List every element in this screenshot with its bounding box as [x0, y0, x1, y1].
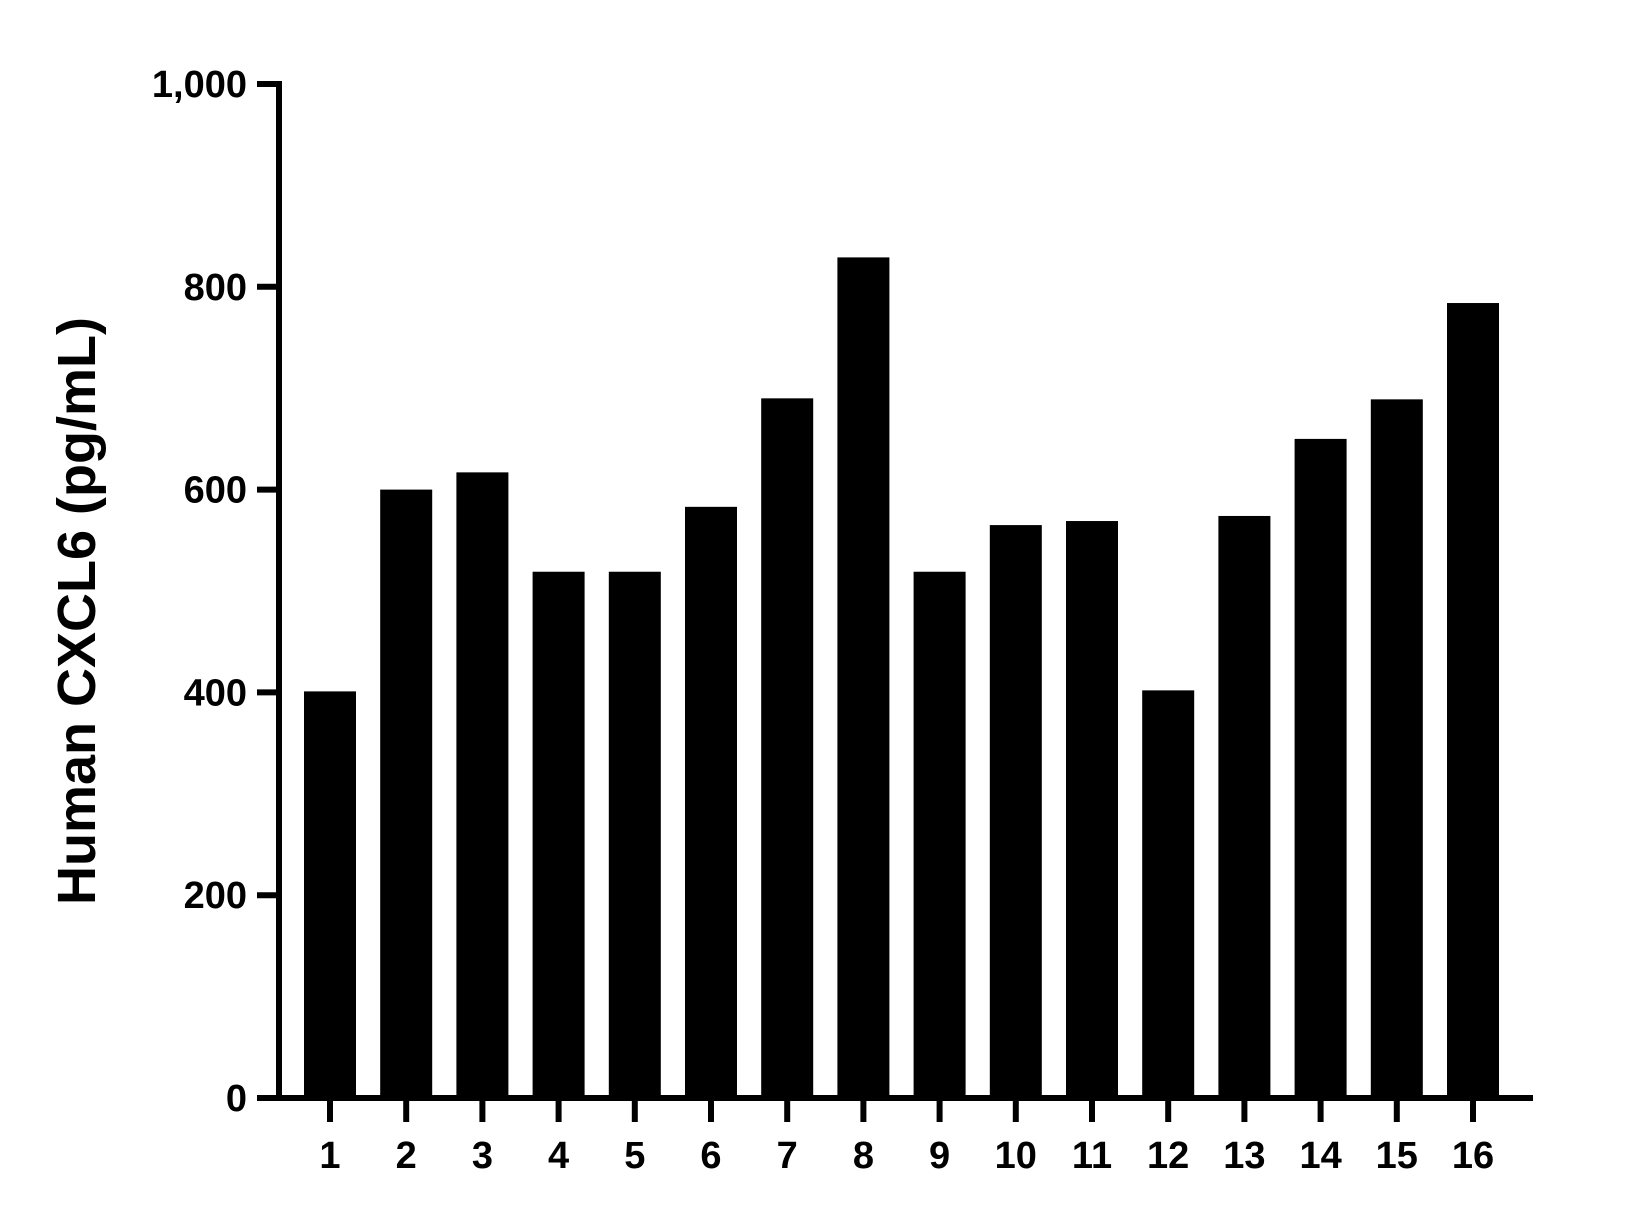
- bar-4: [532, 571, 585, 1098]
- bar-10: [989, 525, 1042, 1098]
- bars-layer: [304, 257, 1499, 1099]
- bar-8: [837, 257, 890, 1098]
- x-tick-label: 8: [853, 1135, 874, 1177]
- bar-15: [1370, 399, 1423, 1098]
- x-tick-label: 14: [1299, 1135, 1341, 1177]
- x-tick-label: 16: [1452, 1135, 1494, 1177]
- bar-9: [913, 571, 966, 1098]
- bar-5: [608, 571, 661, 1098]
- x-tick-label: 2: [396, 1135, 417, 1177]
- x-axis-ticks: 1 2 3 4 5 6 7 8 9 10 11 12 13 14 15 16: [319, 1098, 1494, 1177]
- y-tick-label: 0: [226, 1078, 247, 1120]
- bar-16: [1447, 303, 1499, 1098]
- y-tick-label: 600: [184, 470, 247, 512]
- bar-7: [761, 398, 814, 1099]
- x-tick-label: 3: [472, 1135, 493, 1177]
- y-tick-label: 1,000: [152, 64, 247, 106]
- x-tick-label: 5: [624, 1135, 645, 1177]
- bar-14: [1294, 438, 1347, 1098]
- x-tick-label: 11: [1072, 1135, 1112, 1177]
- bar-3: [456, 472, 509, 1098]
- x-tick-label: 10: [995, 1135, 1037, 1177]
- bar-6: [685, 506, 737, 1098]
- y-tick-label: 200: [184, 875, 247, 917]
- x-tick-label: 4: [548, 1135, 569, 1177]
- x-tick-label: 1: [319, 1135, 340, 1177]
- bar-1: [304, 691, 356, 1098]
- x-tick-label: 15: [1376, 1135, 1418, 1177]
- y-tick-label: 400: [184, 672, 247, 714]
- y-tick-label: 800: [184, 267, 247, 309]
- x-tick-label: 9: [929, 1135, 950, 1177]
- x-tick-label: 13: [1223, 1135, 1265, 1177]
- x-tick-label: 7: [777, 1135, 798, 1177]
- bar-2: [380, 489, 433, 1099]
- x-tick-label: 6: [700, 1135, 721, 1177]
- y-axis-ticks: 0 200 400 600 800 1,000: [152, 64, 279, 1120]
- bar-12: [1142, 690, 1195, 1098]
- bar-13: [1218, 515, 1271, 1098]
- x-tick-label: 12: [1147, 1135, 1189, 1177]
- y-axis-title: Human CXCL6 (pg/mL): [47, 317, 107, 905]
- bar-11: [1066, 521, 1118, 1098]
